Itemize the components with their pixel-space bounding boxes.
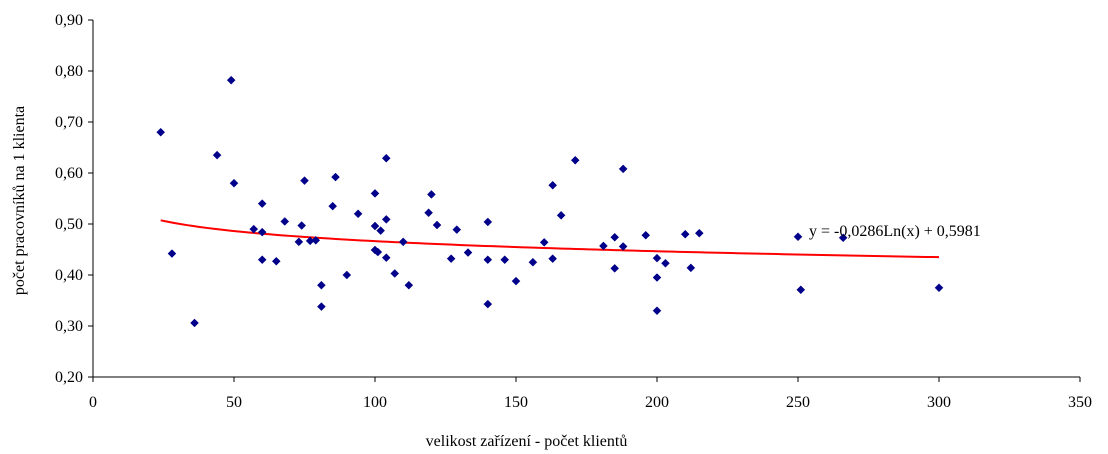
x-tick-label: 250 bbox=[786, 394, 810, 411]
trendline bbox=[160, 219, 940, 259]
data-point bbox=[373, 247, 383, 257]
data-point bbox=[528, 257, 538, 267]
data-point bbox=[511, 276, 521, 286]
x-tick-label: 150 bbox=[504, 394, 528, 411]
axes: 0,20 0,30 0,40 0,50 0,60 0,70 0,80 0,90 0 50 100 15… bbox=[55, 12, 1092, 411]
data-point bbox=[381, 253, 391, 263]
data-point bbox=[257, 227, 267, 237]
data-point bbox=[390, 269, 400, 278]
data-point bbox=[452, 225, 462, 234]
data-point bbox=[934, 283, 944, 293]
y-axis-label: počet pracovníků na 1 klienta bbox=[11, 106, 28, 295]
data-point bbox=[432, 220, 442, 230]
data-point bbox=[328, 201, 338, 211]
data-point bbox=[483, 217, 493, 227]
data-point bbox=[271, 256, 281, 266]
data-point bbox=[167, 249, 177, 258]
data-point bbox=[376, 226, 385, 235]
data-point bbox=[618, 164, 628, 174]
data-point bbox=[317, 302, 326, 311]
data-point bbox=[838, 233, 848, 243]
data-point bbox=[680, 229, 690, 239]
y-tick-label: 0,40 bbox=[55, 267, 83, 284]
data-point bbox=[229, 178, 239, 188]
data-point bbox=[370, 221, 380, 231]
data-point bbox=[652, 273, 662, 282]
data-point bbox=[424, 208, 433, 218]
y-tick-label: 0,90 bbox=[55, 12, 83, 29]
data-point bbox=[556, 210, 566, 220]
data-point bbox=[297, 221, 307, 230]
data-point bbox=[280, 217, 290, 226]
data-point bbox=[661, 258, 670, 268]
x-tick-label: 0 bbox=[89, 394, 97, 411]
y-tick-label: 0,80 bbox=[55, 63, 83, 80]
x-tick-label: 300 bbox=[927, 394, 951, 411]
x-tick-label: 100 bbox=[363, 394, 387, 411]
data-point bbox=[342, 270, 352, 280]
x-axis-label: velikost zařízení - počet klientů bbox=[426, 433, 628, 450]
data-point bbox=[599, 241, 608, 251]
data-point bbox=[257, 199, 267, 208]
data-point bbox=[652, 306, 662, 316]
data-point bbox=[548, 254, 558, 264]
data-point bbox=[686, 263, 696, 273]
data-point bbox=[463, 248, 473, 257]
data-point bbox=[300, 176, 309, 186]
data-point bbox=[793, 232, 803, 242]
y-tick-label: 0,30 bbox=[55, 318, 83, 335]
trendline-equation: y = -0,0286Ln(x) + 0,5981 bbox=[809, 223, 981, 240]
data-point bbox=[249, 224, 259, 234]
data-point bbox=[618, 242, 628, 251]
data-point bbox=[427, 190, 436, 199]
data-point bbox=[610, 232, 620, 242]
data-point bbox=[353, 209, 363, 219]
data-point bbox=[331, 172, 340, 182]
data-point bbox=[404, 280, 414, 290]
data-points bbox=[156, 75, 944, 328]
data-point bbox=[500, 255, 510, 265]
data-point bbox=[398, 237, 408, 247]
data-point bbox=[548, 180, 558, 190]
data-point bbox=[317, 280, 326, 290]
data-point bbox=[381, 215, 391, 224]
data-point bbox=[212, 150, 222, 160]
data-point bbox=[446, 254, 456, 264]
data-point bbox=[226, 75, 236, 85]
y-tick-label: 0,50 bbox=[55, 216, 83, 233]
data-point bbox=[294, 237, 304, 247]
x-tick-label: 350 bbox=[1068, 394, 1092, 411]
data-point bbox=[641, 230, 651, 240]
y-tick-label: 0,60 bbox=[55, 165, 83, 182]
data-point bbox=[311, 235, 321, 245]
data-point bbox=[257, 255, 267, 265]
data-point bbox=[190, 318, 199, 328]
data-point bbox=[610, 264, 620, 273]
trendline-layer bbox=[160, 219, 940, 259]
data-point bbox=[570, 155, 580, 165]
data-point bbox=[483, 299, 493, 309]
x-tick-label: 50 bbox=[226, 394, 242, 411]
y-tick-label: 0,20 bbox=[55, 369, 83, 386]
data-point bbox=[539, 238, 549, 247]
y-tick-label: 0,70 bbox=[55, 114, 83, 131]
data-point bbox=[694, 228, 704, 238]
data-point bbox=[370, 189, 380, 198]
data-point bbox=[796, 285, 806, 295]
data-point bbox=[652, 253, 662, 263]
x-tick-label: 200 bbox=[645, 394, 669, 411]
data-point bbox=[483, 255, 493, 265]
data-point bbox=[156, 127, 166, 137]
data-point bbox=[381, 153, 391, 163]
